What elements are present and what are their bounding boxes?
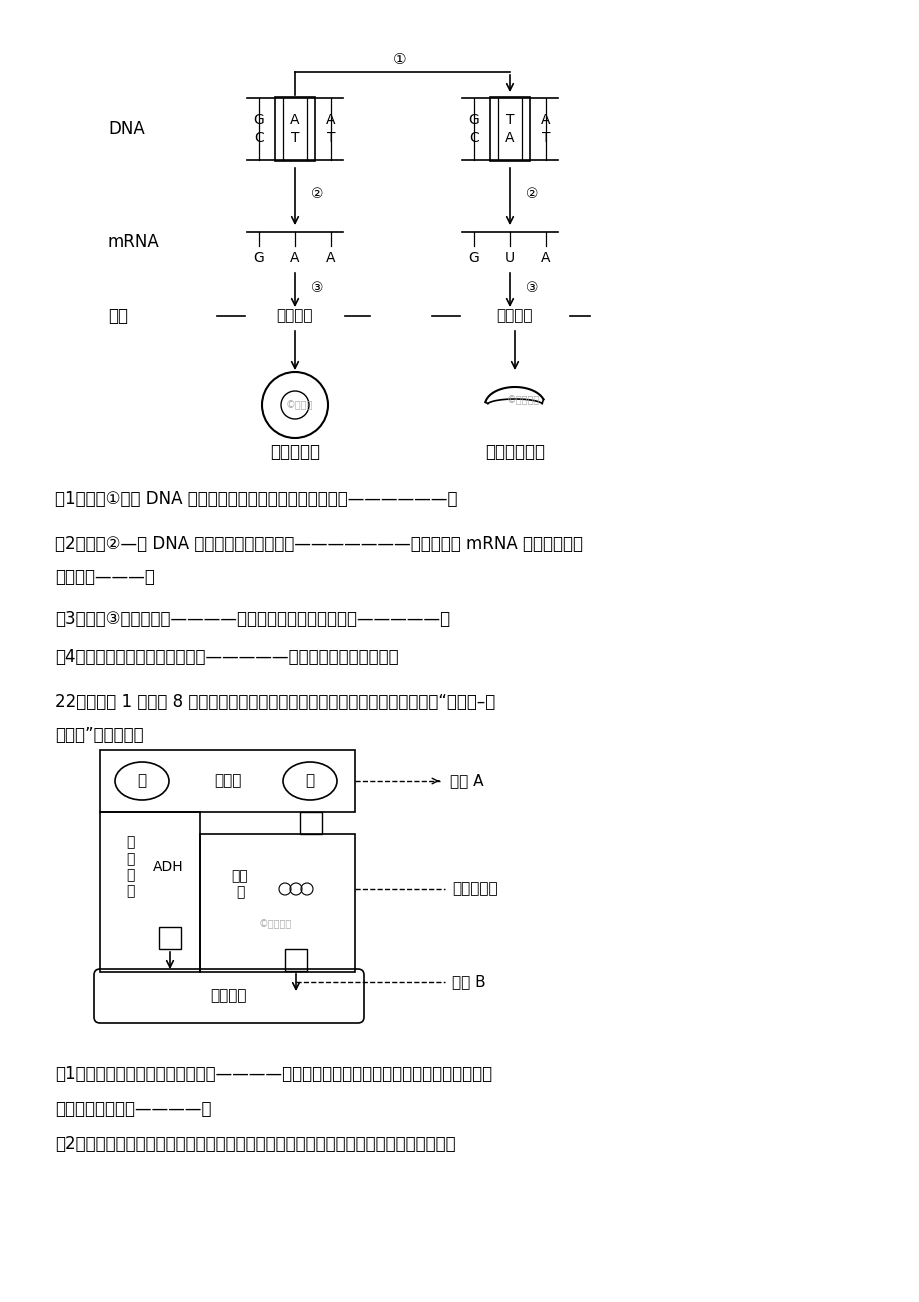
Text: DNA: DNA xyxy=(108,120,144,138)
Text: G: G xyxy=(468,113,479,126)
Text: 血液循环: 血液循环 xyxy=(210,988,247,1004)
Text: 下丘脑: 下丘脑 xyxy=(214,773,242,789)
Bar xyxy=(199,835,355,973)
Text: 镰刀型红细胞: 镰刀型红细胞 xyxy=(484,443,544,461)
Text: ©正确教育: ©正确教育 xyxy=(505,395,539,405)
Text: 的信号形式变化是————。: 的信号形式变化是————。 xyxy=(55,1100,211,1118)
Text: （1）下丘脑中相邻神经元之间通过————结构完成兴奋的传递，兴奋通过该结构时，发生: （1）下丘脑中相邻神经元之间通过————结构完成兴奋的传递，兴奋通过该结构时，发… xyxy=(55,1065,492,1083)
Text: 神
经
垂
体: 神 经 垂 体 xyxy=(126,836,134,898)
Text: ③: ③ xyxy=(526,281,538,296)
Text: （1）图中①表示 DNA 上的碱基对发生改变，遗传学上称为——————。: （1）图中①表示 DNA 上的碱基对发生改变，遗传学上称为——————。 xyxy=(55,490,457,508)
Text: A: A xyxy=(505,132,515,146)
Text: （2）图中②—以 DNA 的一条链为模板，按照———————原则，合成 mRNA 的过程，遗传: （2）图中②—以 DNA 的一条链为模板，按照———————原则，合成 mRNA… xyxy=(55,535,583,553)
Text: ③: ③ xyxy=(311,281,323,296)
Text: （4）该病可以说明基因通过控制—————直接控制生物体的性状。: （4）该病可以说明基因通过控制—————直接控制生物体的性状。 xyxy=(55,648,398,667)
Text: ②: ② xyxy=(311,187,323,201)
Text: 氨基酸乙: 氨基酸乙 xyxy=(496,309,533,323)
Text: （3）图中③的过程称为————，完成该过程的主要场所是—————。: （3）图中③的过程称为————，完成该过程的主要场所是—————。 xyxy=(55,611,449,628)
Text: 多肽: 多肽 xyxy=(108,307,128,326)
Text: 正常红细胞: 正常红细胞 xyxy=(269,443,320,461)
Text: A: A xyxy=(326,113,335,126)
Text: A: A xyxy=(540,113,550,126)
Text: U: U xyxy=(505,251,515,266)
Text: T: T xyxy=(505,113,514,126)
Text: T: T xyxy=(326,132,335,146)
Text: ADH: ADH xyxy=(153,861,183,874)
Text: 激素 A: 激素 A xyxy=(449,773,483,789)
Text: 22、（每空 1 分，共 8 分）下丘脑在维持内环境稳态中起重要作用，如图所示为“下丘脑–垂: 22、（每空 1 分，共 8 分）下丘脑在维持内环境稳态中起重要作用，如图所示为… xyxy=(55,693,494,711)
Text: 氨基酸甲: 氨基酸甲 xyxy=(277,309,312,323)
Bar xyxy=(159,927,181,949)
Text: T: T xyxy=(541,132,550,146)
Bar xyxy=(285,949,307,971)
Text: 内分泌细胞: 内分泌细胞 xyxy=(451,881,497,897)
Text: ①: ① xyxy=(392,52,406,68)
Text: G: G xyxy=(254,251,264,266)
Bar xyxy=(490,98,529,161)
Text: G: G xyxy=(468,251,479,266)
Text: 学上称为———。: 学上称为———。 xyxy=(55,568,154,586)
Text: 乙: 乙 xyxy=(305,773,314,789)
Bar xyxy=(300,812,322,835)
Text: A: A xyxy=(289,251,300,266)
Text: ©正确云: ©正确云 xyxy=(285,400,312,410)
Text: A: A xyxy=(289,113,300,126)
Text: A: A xyxy=(326,251,335,266)
Text: C: C xyxy=(469,132,479,146)
Bar xyxy=(100,812,199,973)
Text: 体系统”，请回答：: 体系统”，请回答： xyxy=(55,727,143,743)
Text: 激素 B: 激素 B xyxy=(451,974,485,990)
Text: C: C xyxy=(254,132,264,146)
Text: G: G xyxy=(254,113,264,126)
Text: ©正确教育: ©正确教育 xyxy=(258,919,291,930)
Text: T: T xyxy=(290,132,299,146)
Bar xyxy=(100,750,355,812)
Text: 甲: 甲 xyxy=(137,773,146,789)
Text: 腺垂
体: 腺垂 体 xyxy=(232,868,248,900)
Text: （2）某人因感冒而大量饮水，会导致体内的细胞外液渗透压下降，感受这一变化的部位是: （2）某人因感冒而大量饮水，会导致体内的细胞外液渗透压下降，感受这一变化的部位是 xyxy=(55,1135,455,1154)
Bar xyxy=(275,98,314,161)
Text: A: A xyxy=(540,251,550,266)
Text: mRNA: mRNA xyxy=(108,233,160,251)
Text: ②: ② xyxy=(526,187,538,201)
